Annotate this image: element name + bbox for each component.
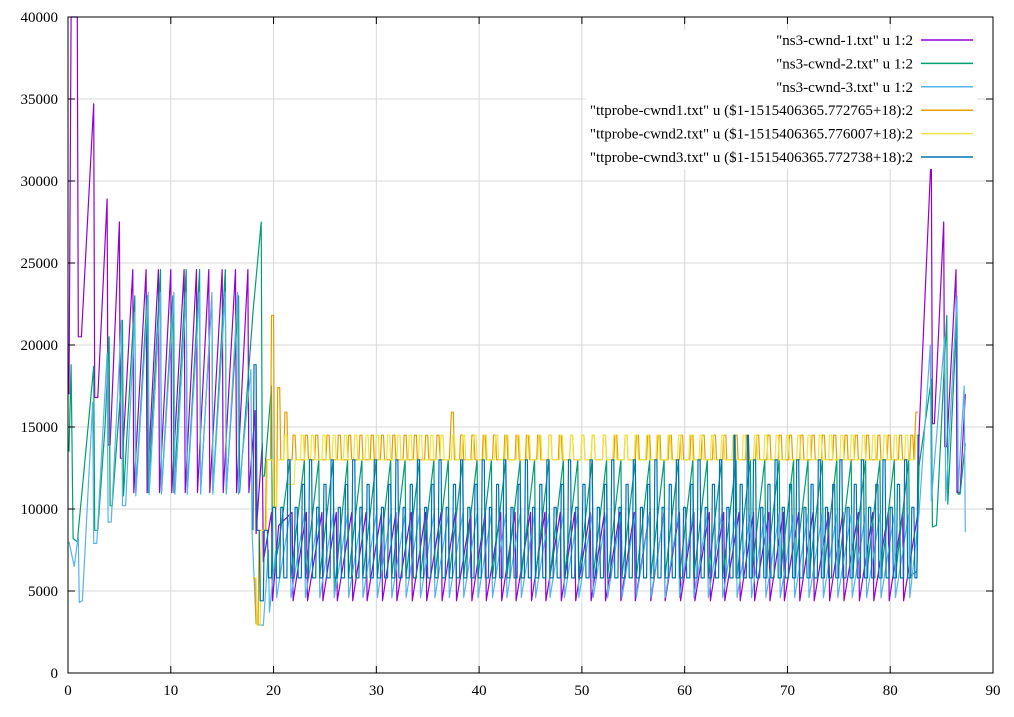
y-tick-label: 30000 [21, 174, 59, 190]
x-tick-label: 90 [986, 683, 1001, 699]
x-tick-label: 40 [472, 683, 487, 699]
series-line-5 [254, 434, 918, 626]
series-line-6 [252, 364, 920, 602]
y-tick-label: 0 [51, 666, 59, 682]
x-tick-label: 20 [266, 683, 281, 699]
y-tick-label: 20000 [21, 338, 59, 354]
y-tick-label: 5000 [28, 584, 58, 600]
x-tick-label: 60 [677, 683, 692, 699]
legend-background [585, 30, 977, 169]
x-axis: 0 10 20 30 40 50 60 70 80 90 [64, 17, 1001, 699]
legend-label: "ttprobe-cwnd3.txt" u ($1-1515406365.772… [590, 150, 913, 166]
y-tick-label: 40000 [21, 10, 59, 26]
legend-label: "ttprobe-cwnd2.txt" u ($1-1515406365.776… [590, 127, 913, 143]
legend-label: "ns3-cwnd-2.txt" u 1:2 [776, 56, 913, 72]
legend: "ns3-cwnd-1.txt" u 1:2 "ns3-cwnd-2.txt" u… [590, 33, 973, 166]
x-tick-label: 30 [369, 683, 384, 699]
y-tick-label: 15000 [21, 420, 59, 436]
x-tick-label: 10 [163, 683, 178, 699]
x-tick-label: 0 [64, 683, 72, 699]
x-tick-label: 50 [574, 683, 589, 699]
legend-label: "ttprobe-cwnd1.txt" u ($1-1515406365.772… [590, 103, 913, 119]
legend-label: "ns3-cwnd-3.txt" u 1:2 [776, 80, 913, 96]
legend-label: "ns3-cwnd-1.txt" u 1:2 [776, 33, 913, 49]
y-tick-label: 10000 [21, 502, 59, 518]
y-axis: 0 5000 10000 15000 20000 25000 30000 35000 40000 [21, 10, 993, 682]
x-tick-label: 80 [883, 683, 898, 699]
series-layer [68, 16, 966, 626]
x-tick-label: 70 [780, 683, 795, 699]
y-tick-label: 25000 [21, 256, 59, 272]
series-line-1 [68, 16, 966, 602]
y-tick-label: 35000 [21, 92, 59, 108]
